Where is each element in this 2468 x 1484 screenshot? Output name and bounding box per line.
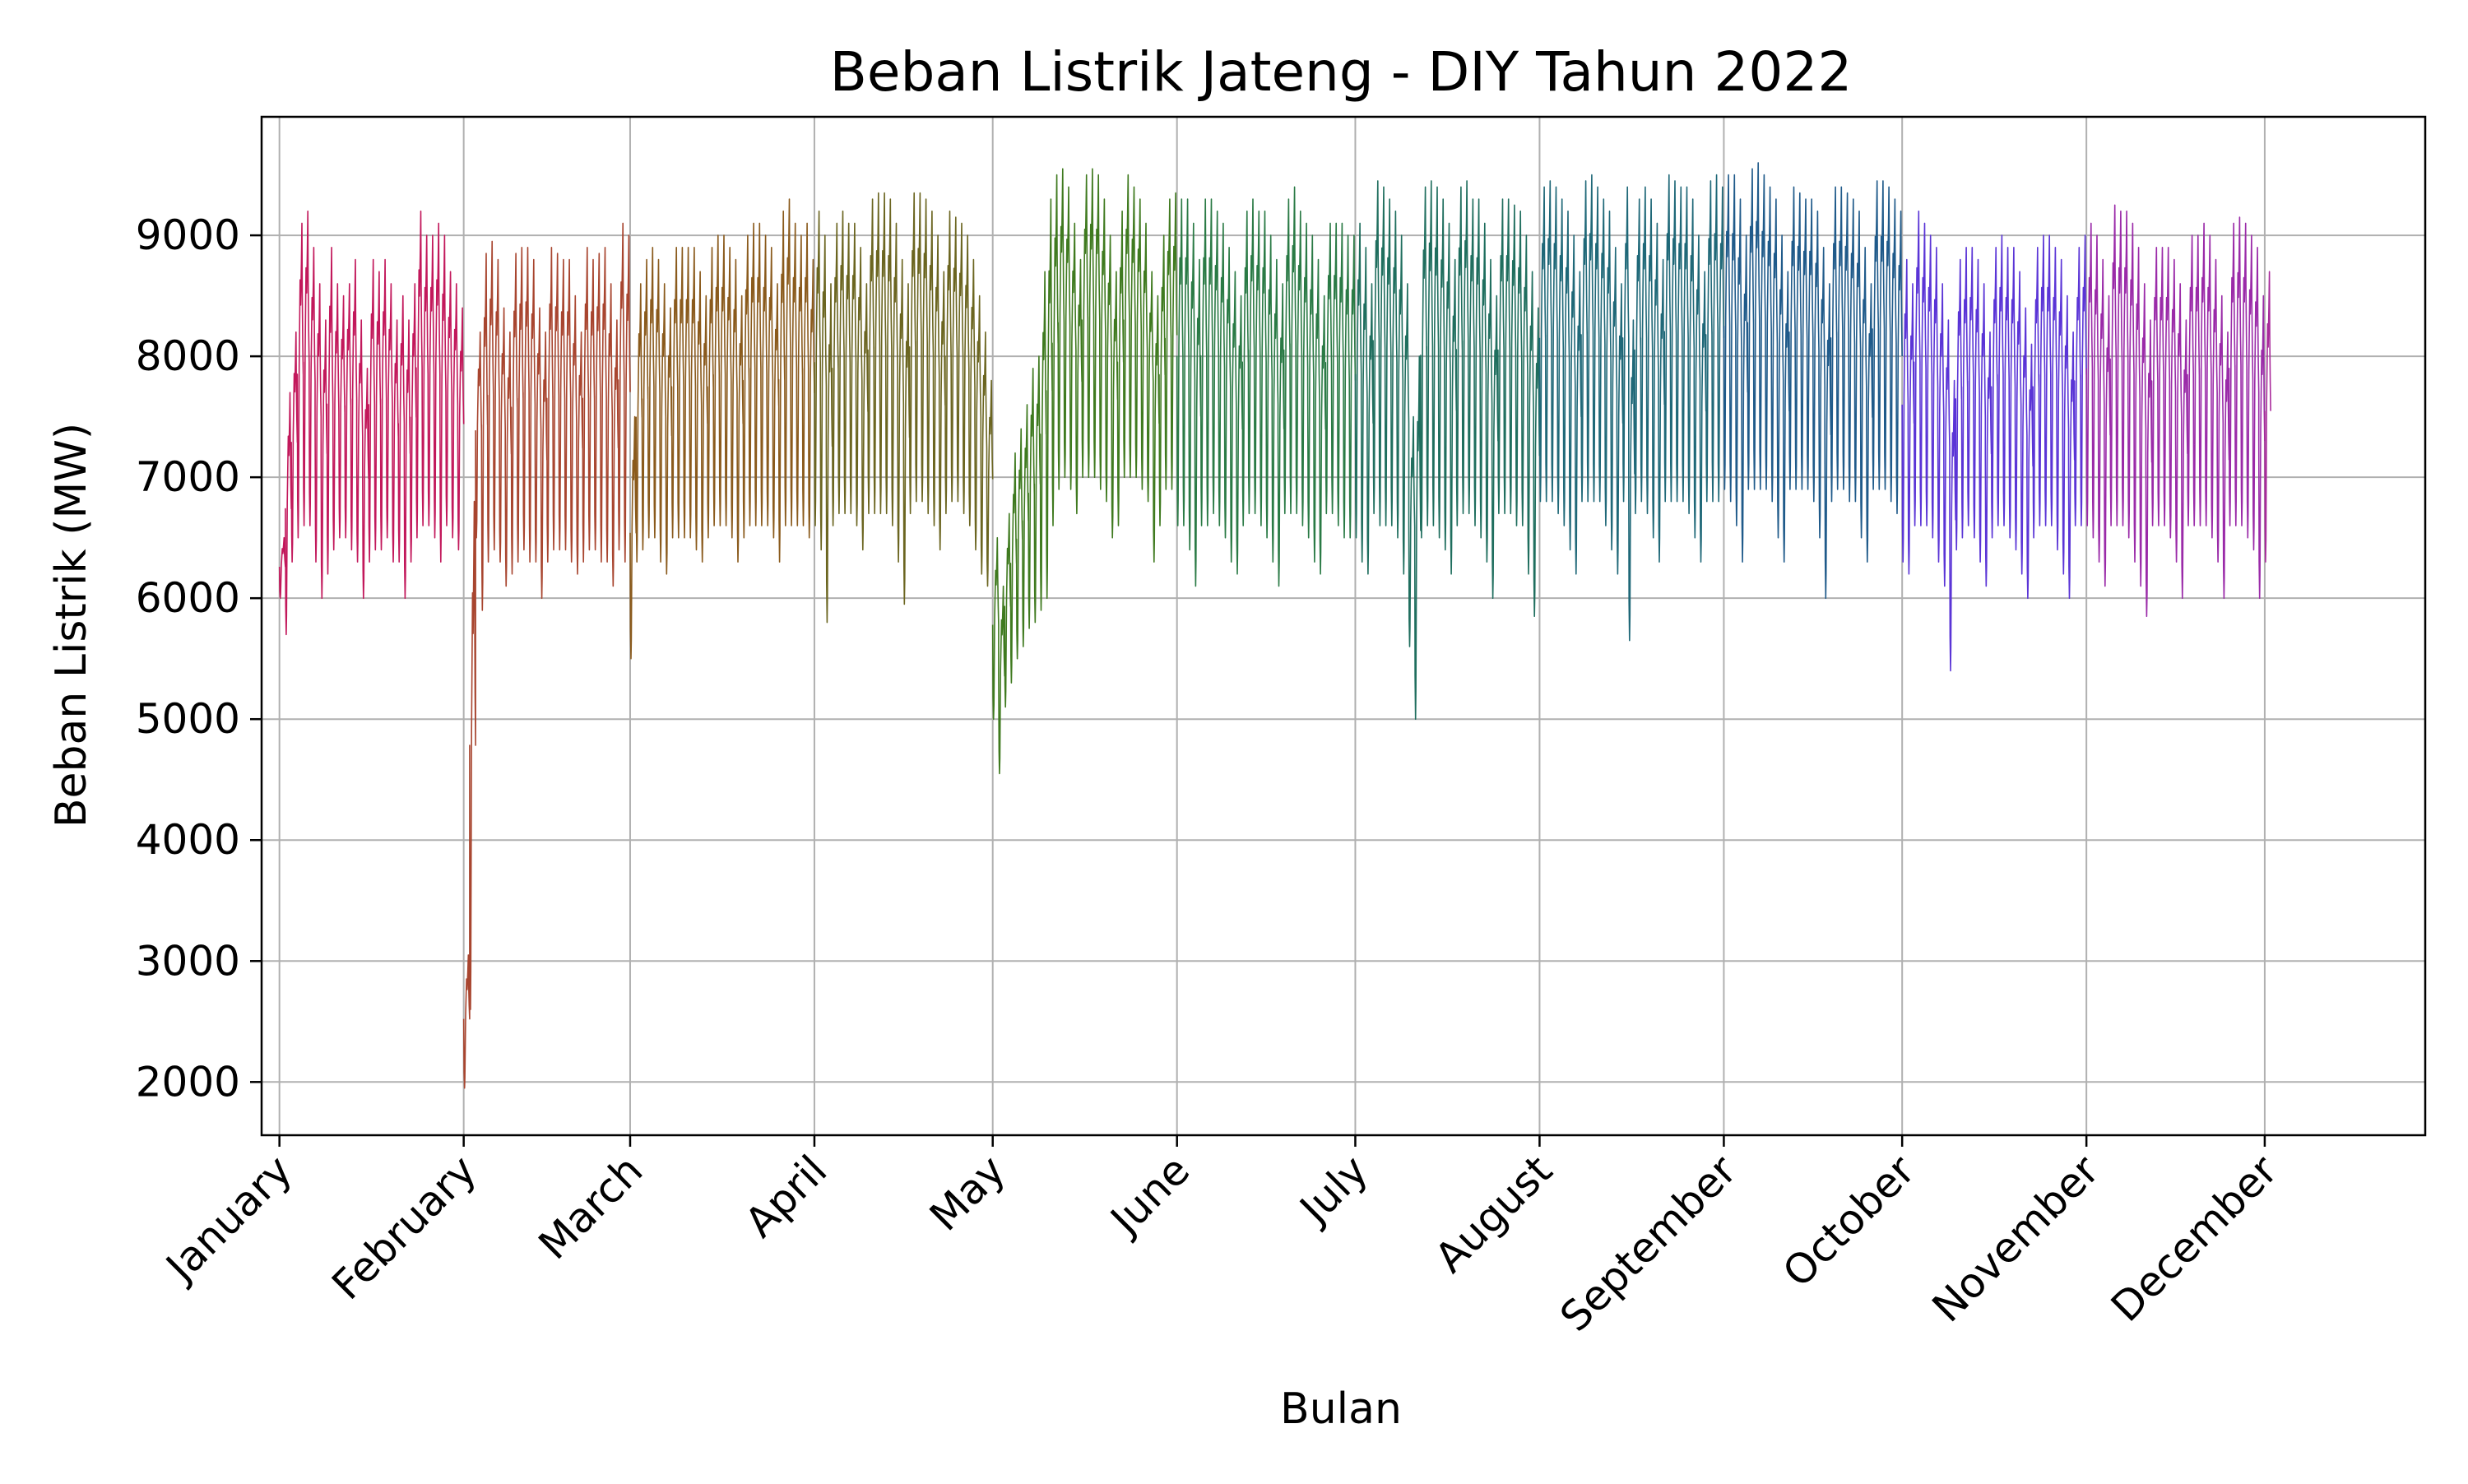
x-tick-label: December [2102, 1146, 2287, 1331]
series-line-4 [814, 192, 994, 624]
chart-title: Beban Listrik Jateng - DIY Tahun 2022 [830, 40, 1853, 104]
series-line-11 [2085, 204, 2266, 617]
x-tick-label: July [1289, 1146, 1377, 1234]
series-line-7 [1354, 180, 1541, 720]
series-line-1 [278, 210, 465, 636]
y-axis: 2000 3000 4000 5000 6000 7000 8000 9000 [136, 211, 262, 1106]
y-tick-label: 9000 [136, 211, 240, 259]
x-tick-label: January [155, 1146, 301, 1292]
series-line-5 [991, 168, 1178, 775]
x-tick-label: June [1100, 1146, 1199, 1245]
x-tick-label: February [322, 1146, 485, 1309]
series-line-3 [629, 198, 815, 660]
y-tick-label: 4000 [136, 816, 240, 864]
grid [262, 117, 2425, 1135]
x-tick-label: April [736, 1146, 837, 1246]
x-axis: January February March April May June July Augu… [155, 1135, 2287, 1341]
x-axis-label: Bulan [1280, 1384, 1402, 1434]
series-line-2 [462, 222, 631, 1089]
series-line-9 [1723, 162, 1903, 599]
x-tick-label: August [1426, 1146, 1561, 1282]
y-tick-label: 2000 [136, 1058, 240, 1106]
plot-frame [260, 115, 2427, 1137]
y-tick-label: 8000 [136, 332, 240, 380]
series-line-6 [1176, 186, 1357, 587]
series-line-8 [1538, 174, 1725, 642]
series-line-12 [2264, 271, 2271, 563]
x-tick-label: November [1923, 1146, 2108, 1331]
y-tick-label: 6000 [136, 574, 240, 622]
y-tick-label: 3000 [136, 937, 240, 985]
series-line-10 [1901, 210, 2087, 672]
series-group [278, 162, 2271, 1089]
x-tick-label: March [530, 1146, 652, 1268]
y-tick-label: 5000 [136, 695, 240, 743]
y-tick-label: 7000 [136, 453, 240, 501]
y-axis-label: Beban Listrik (MW) [47, 423, 96, 828]
x-tick-label: May [921, 1146, 1014, 1240]
x-tick-label: October [1774, 1146, 1924, 1296]
x-tick-label: September [1551, 1146, 1746, 1341]
